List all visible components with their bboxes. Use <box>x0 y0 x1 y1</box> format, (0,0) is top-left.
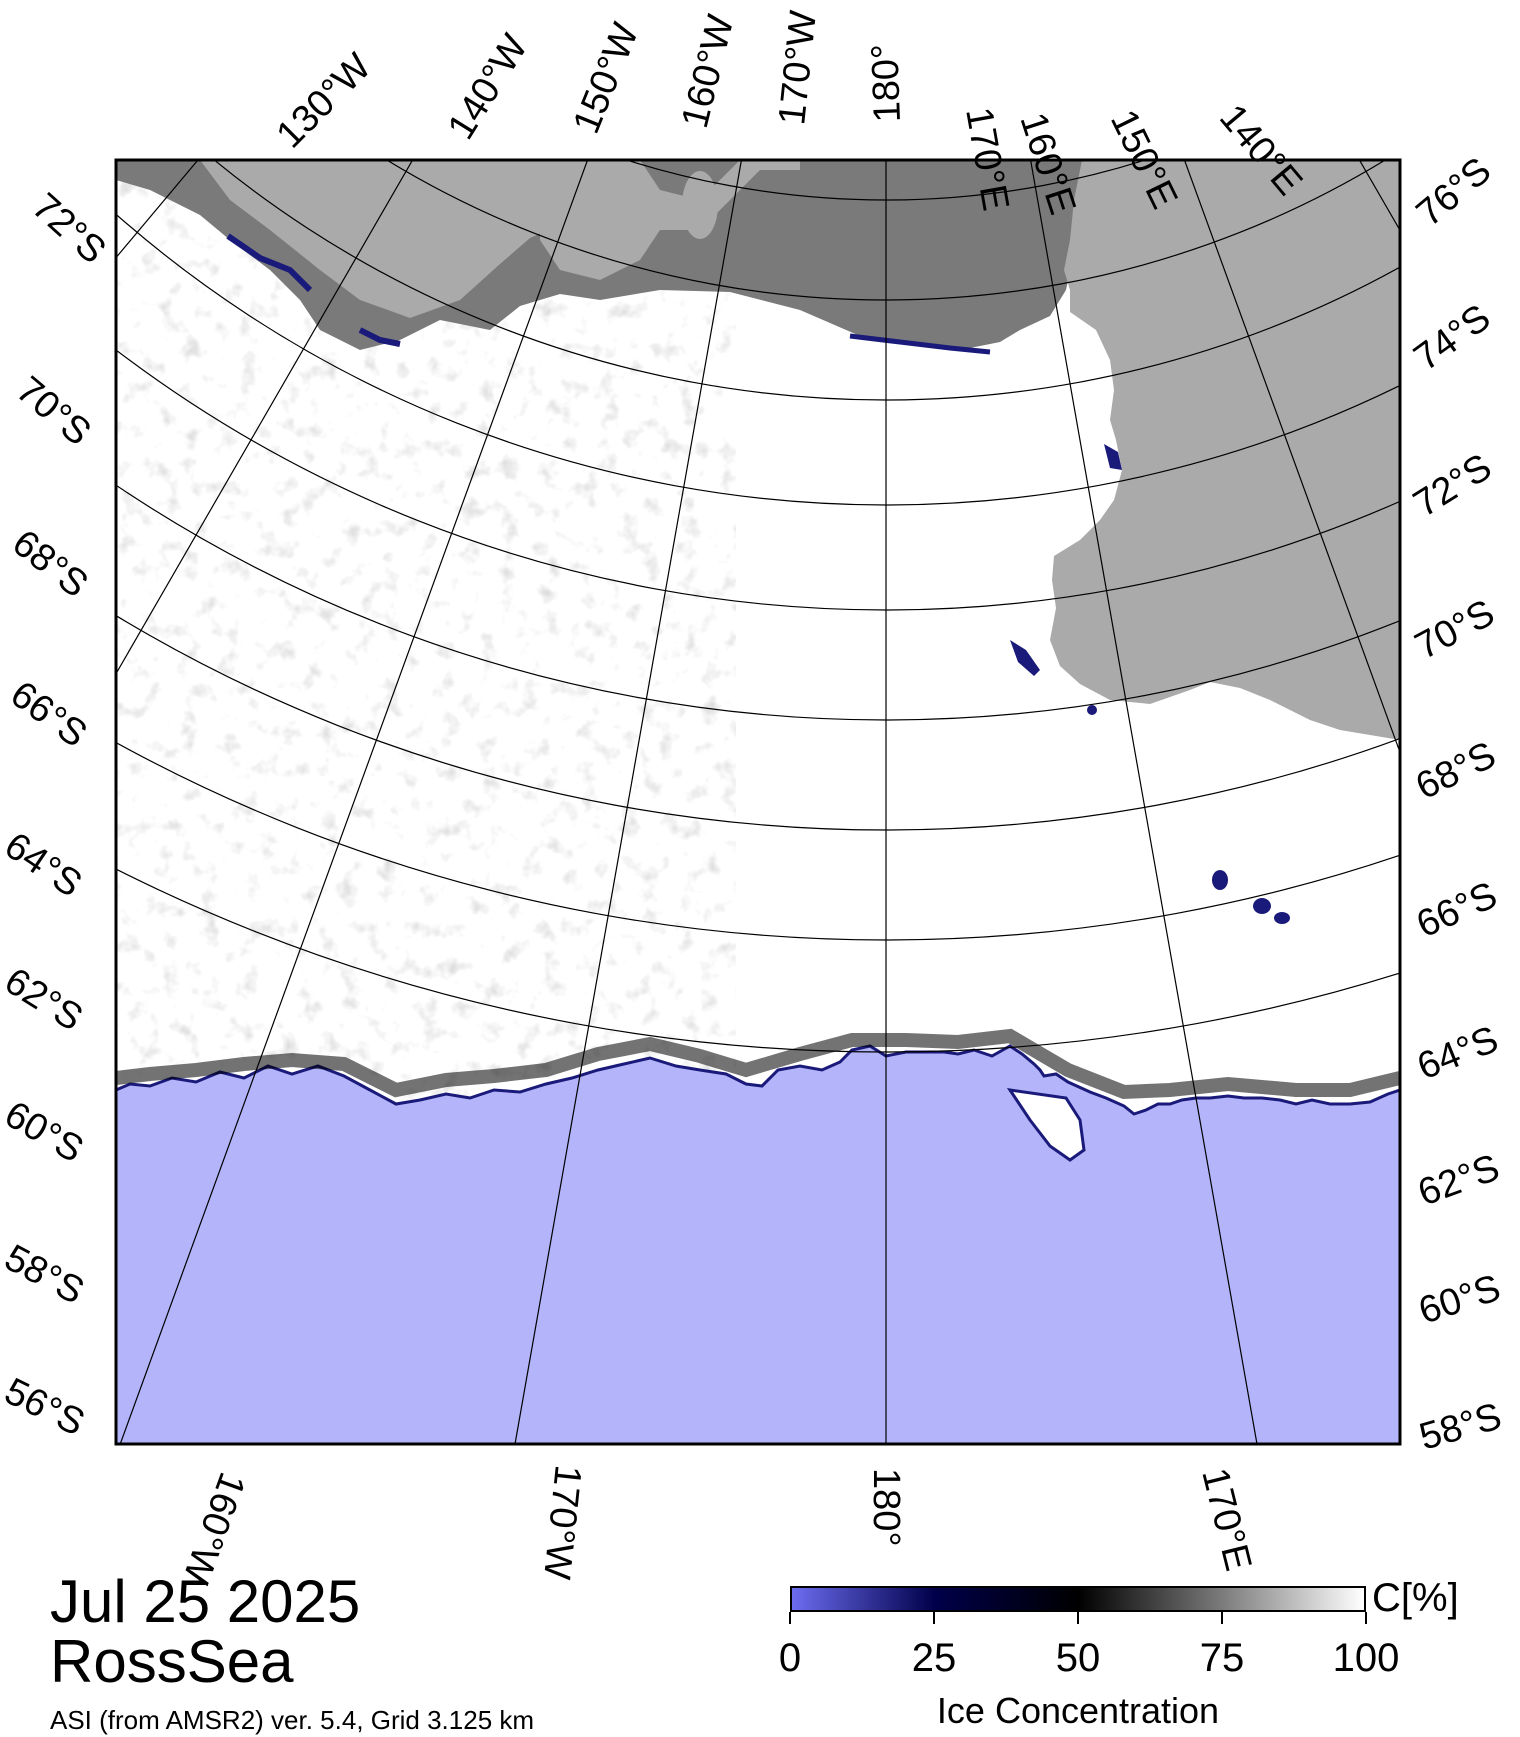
colorbar-tick-label: 25 <box>911 1636 957 1680</box>
parallel-label-right: 72°S <box>1407 446 1499 526</box>
ice-floe-low <box>1253 898 1271 914</box>
parallel-label-left: 70°S <box>8 369 98 454</box>
colorbar-tick-label: 0 <box>778 1636 802 1680</box>
parallel-label-left: 68°S <box>4 522 95 606</box>
meridian-label-top: 150°W <box>565 17 647 139</box>
parallel-label-left: 60°S <box>0 1093 90 1171</box>
parallel-label-right: 68°S <box>1410 734 1503 808</box>
meridian-label-top: 130°W <box>269 46 380 157</box>
meridian-label-top: 180° <box>864 43 909 123</box>
parallel-label-left: 62°S <box>0 960 90 1040</box>
ice-floe-low <box>1212 870 1228 890</box>
map-frame <box>114 158 1402 1446</box>
colorbar-tickmark <box>933 1612 935 1624</box>
parallel-label-left: 56°S <box>0 1370 91 1444</box>
parallel-label-right: 70°S <box>1409 592 1502 668</box>
meridian-line <box>1183 160 1400 754</box>
parallel-label-left: 72°S <box>24 185 114 272</box>
parallel-label-left: 66°S <box>3 673 95 756</box>
coastal-feature <box>682 171 718 239</box>
meridian-line <box>116 160 414 675</box>
ice-floe-low <box>1087 705 1097 715</box>
colorbar <box>790 1586 1366 1612</box>
land-coast-detail <box>540 160 800 280</box>
colorbar-tickmark <box>1221 1612 1223 1624</box>
date-label: Jul 25 2025 <box>50 1568 361 1635</box>
meridian-label-bottom: 170°E <box>1193 1464 1259 1575</box>
colorbar-unit: C[%] <box>1372 1576 1459 1620</box>
meridian-label-top: 140°W <box>440 27 536 146</box>
land-east <box>1050 160 1400 740</box>
meridian-label-top: 170°W <box>771 9 825 127</box>
parallel-label-right: 74°S <box>1407 297 1499 380</box>
colorbar-tickmark <box>789 1612 791 1624</box>
coastal-polynya-west <box>226 233 401 347</box>
parallel-label-right: 58°S <box>1415 1395 1506 1458</box>
meridian-line <box>1029 160 1258 1444</box>
source-label: ASI (from AMSR2) ver. 5.4, Grid 3.125 km <box>50 1705 535 1735</box>
meridian-label-bottom: 170°W <box>535 1463 589 1581</box>
parallel-label-right: 76°S <box>1409 149 1499 234</box>
ice-lobe <box>1006 1088 1086 1162</box>
colorbar-tick-label: 100 <box>1332 1636 1400 1680</box>
parallel-label-right: 66°S <box>1411 874 1504 946</box>
land <box>116 160 640 318</box>
colorbar-tickmark <box>1077 1612 1079 1624</box>
parallel-label-left: 64°S <box>0 825 89 906</box>
region-label: RossSea <box>50 1628 294 1695</box>
colorbar-tick-label: 50 <box>1055 1636 1101 1680</box>
colorbar-tick-label: 75 <box>1199 1636 1245 1680</box>
coastal-polynya-east <box>1010 444 1122 676</box>
open-water <box>116 1044 1400 1444</box>
meridian-label-bottom: 180° <box>865 1468 907 1547</box>
meridian-line <box>514 160 743 1444</box>
meridian-line <box>1492 0 1520 540</box>
ice-floe-low <box>1274 912 1290 924</box>
colorbar-title: Ice Concentration <box>936 1690 1220 1731</box>
coastal-polynya <box>849 333 991 355</box>
meridian-line <box>119 160 589 1444</box>
meridian-line <box>1358 160 1400 232</box>
parallel-label-right: 62°S <box>1413 1147 1505 1215</box>
parallel-label-right: 64°S <box>1412 1018 1505 1088</box>
meridian-label-top: 160°W <box>674 11 742 132</box>
parallel-label-left: 58°S <box>0 1237 91 1313</box>
parallel-label-right: 60°S <box>1414 1267 1506 1333</box>
ice-edge-shadow <box>116 1028 1400 1100</box>
colorbar-tickmark <box>1365 1612 1367 1624</box>
